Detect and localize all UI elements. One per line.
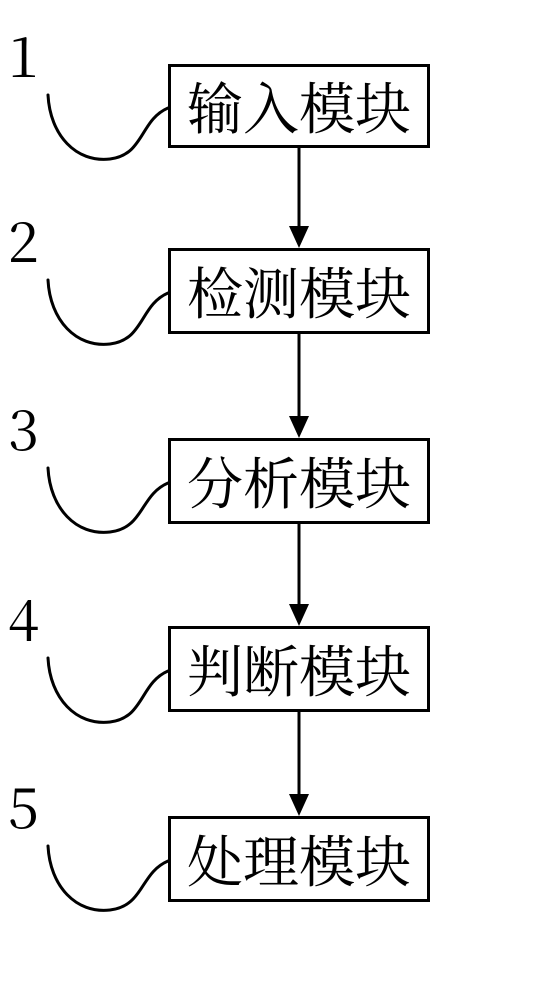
flow-node-1: 输入模块 [168,64,430,148]
flow-node-number: 5 [8,777,39,833]
flow-node-label: 处理模块 [187,831,411,887]
flow-node-5: 处理模块 [168,816,430,902]
flow-node-label: 分析模块 [187,453,411,509]
flow-node-3: 分析模块 [168,438,430,524]
flow-node-4: 判断模块 [168,626,430,712]
flow-node-2: 检测模块 [168,248,430,334]
flow-node-number: 1 [8,26,39,82]
flow-node-number: 3 [8,399,39,455]
flow-node-label: 检测模块 [187,263,411,319]
diagram-canvas: 输入模块 1 检测模块 2 分析模块 3 判断模块 4 处理模块 5 [0,0,559,1000]
flow-node-number: 2 [8,211,39,267]
flow-node-label: 输入模块 [187,78,411,134]
flow-node-label: 判断模块 [187,641,411,697]
flow-node-number: 4 [8,589,39,645]
